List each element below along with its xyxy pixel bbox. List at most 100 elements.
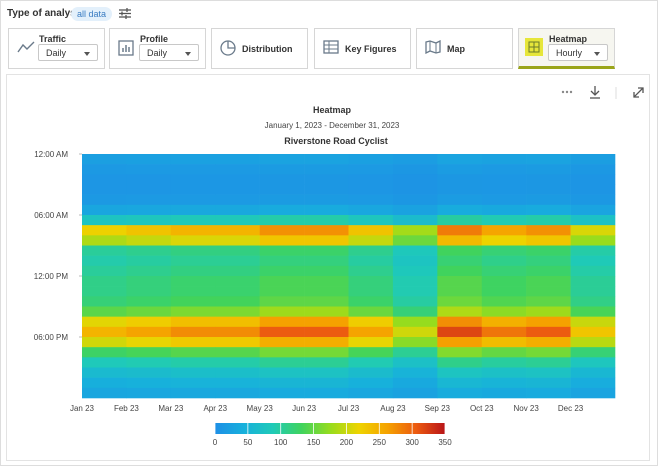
heatmap-cell <box>170 387 216 399</box>
x-tick-label: Nov 23 <box>513 404 539 413</box>
heatmap-cell <box>259 164 305 175</box>
heatmap-cell <box>126 387 172 399</box>
expand-button[interactable] <box>633 87 644 98</box>
filter-chip[interactable]: all data <box>71 7 113 21</box>
filter-icon[interactable] <box>119 8 131 19</box>
heatmap-cell <box>481 215 527 226</box>
colorbar-tick-label: 250 <box>373 438 387 447</box>
heatmap-cell <box>304 255 349 267</box>
heatmap-cell <box>215 286 260 297</box>
heatmap-cell <box>304 306 349 317</box>
heatmap-cell <box>526 387 571 399</box>
heatmap-cell <box>170 265 216 277</box>
x-tick-label: Dec 23 <box>558 404 584 413</box>
heatmap-cell <box>392 225 438 236</box>
heatmap-cell <box>570 326 616 338</box>
heatmap-cell <box>481 154 527 165</box>
heatmap-cell <box>392 347 438 358</box>
heatmap-cell <box>437 367 483 378</box>
heatmap-cell <box>170 316 216 328</box>
heatmap-cell <box>437 306 483 317</box>
heatmap-cell <box>348 184 394 195</box>
heatmap-cell <box>481 367 527 378</box>
download-button[interactable] <box>590 86 600 99</box>
heatmap-cell <box>126 245 172 256</box>
heatmap-cell <box>392 357 438 368</box>
heatmap-cell <box>215 235 260 246</box>
heatmap-cell <box>170 367 216 378</box>
chart-subtitle: January 1, 2023 - December 31, 2023 <box>265 121 400 130</box>
heatmap-cell <box>259 184 305 195</box>
heatmap-cell <box>392 276 438 287</box>
heatmap-cell <box>481 387 527 399</box>
heatmap-cell <box>215 276 260 287</box>
heatmap-cell <box>82 204 127 216</box>
heatmap-cell <box>348 164 394 175</box>
heatmap-cell <box>215 347 260 358</box>
more-menu[interactable] <box>561 90 573 94</box>
heatmap-cell <box>570 164 616 175</box>
heatmap-cell <box>481 265 527 277</box>
heatmap-cell <box>170 184 216 195</box>
tab-select[interactable]: Hourly <box>548 44 608 61</box>
heatmap-cell <box>392 367 438 378</box>
heatmap-cell <box>215 255 260 267</box>
heatmap-cell <box>304 326 349 338</box>
heatmap-cell <box>215 164 260 175</box>
heatmap-cell <box>82 265 127 277</box>
heatmap-cell <box>437 286 483 297</box>
heatmap-cell <box>526 357 571 368</box>
heatmap-cell <box>82 194 127 206</box>
heatmap-cell <box>348 387 394 399</box>
tab-label: Map <box>447 44 465 54</box>
tab-select[interactable]: Daily <box>38 44 98 61</box>
heatmap-cell <box>570 387 616 399</box>
heatmap-cell <box>481 316 527 328</box>
heatmap-cell <box>348 306 394 317</box>
heatmap-cell <box>526 296 571 307</box>
heatmap-cell <box>437 326 483 338</box>
heatmap-cell <box>82 296 127 307</box>
tab-traffic[interactable]: Traffic Daily <box>8 28 105 69</box>
heatmap-cell <box>437 225 483 236</box>
heatmap-cell <box>82 377 127 389</box>
tab-profile[interactable]: Profile Daily <box>109 28 206 69</box>
tab-map[interactable]: Map <box>416 28 513 69</box>
tab-heatmap[interactable]: Heatmap Hourly <box>518 28 615 69</box>
heatmap-cell <box>259 316 305 328</box>
heatmap-cell <box>437 387 483 399</box>
heatmap-cell <box>481 347 527 358</box>
heatmap-cell <box>170 276 216 287</box>
table-icon <box>323 40 339 54</box>
heatmap-cell <box>126 225 172 236</box>
heatmap-cell <box>82 184 127 195</box>
tab-key-figures[interactable]: Key Figures <box>314 28 411 69</box>
heatmap-cell <box>348 286 394 297</box>
heatmap-cell <box>348 235 394 246</box>
tab-distribution[interactable]: Distribution <box>211 28 308 69</box>
heatmap-cell <box>437 154 483 165</box>
heatmap-cell <box>481 306 527 317</box>
x-tick-label: Feb 23 <box>114 404 139 413</box>
heatmap-cell <box>570 174 616 185</box>
heatmap-cell <box>215 326 260 338</box>
heatmap-cell <box>304 215 349 226</box>
heatmap-cell <box>392 245 438 256</box>
heatmap-cell <box>82 286 127 297</box>
heatmap-cell <box>437 347 483 358</box>
heatmap-cell <box>215 306 260 317</box>
heatmap-cell <box>392 387 438 399</box>
heatmap-cell <box>170 326 216 338</box>
heatmap-cell <box>215 296 260 307</box>
heatmap-cell <box>526 286 571 297</box>
heatmap-cell <box>170 347 216 358</box>
heatmap-cell <box>348 265 394 277</box>
tab-select[interactable]: Daily <box>139 44 199 61</box>
heatmap-cell <box>304 367 349 378</box>
tab-label: Distribution <box>242 44 293 54</box>
heatmap-cell <box>570 316 616 328</box>
tab-label: Traffic <box>39 34 67 44</box>
x-tick-label: May 23 <box>247 404 274 413</box>
heatmap-cell <box>126 194 172 206</box>
